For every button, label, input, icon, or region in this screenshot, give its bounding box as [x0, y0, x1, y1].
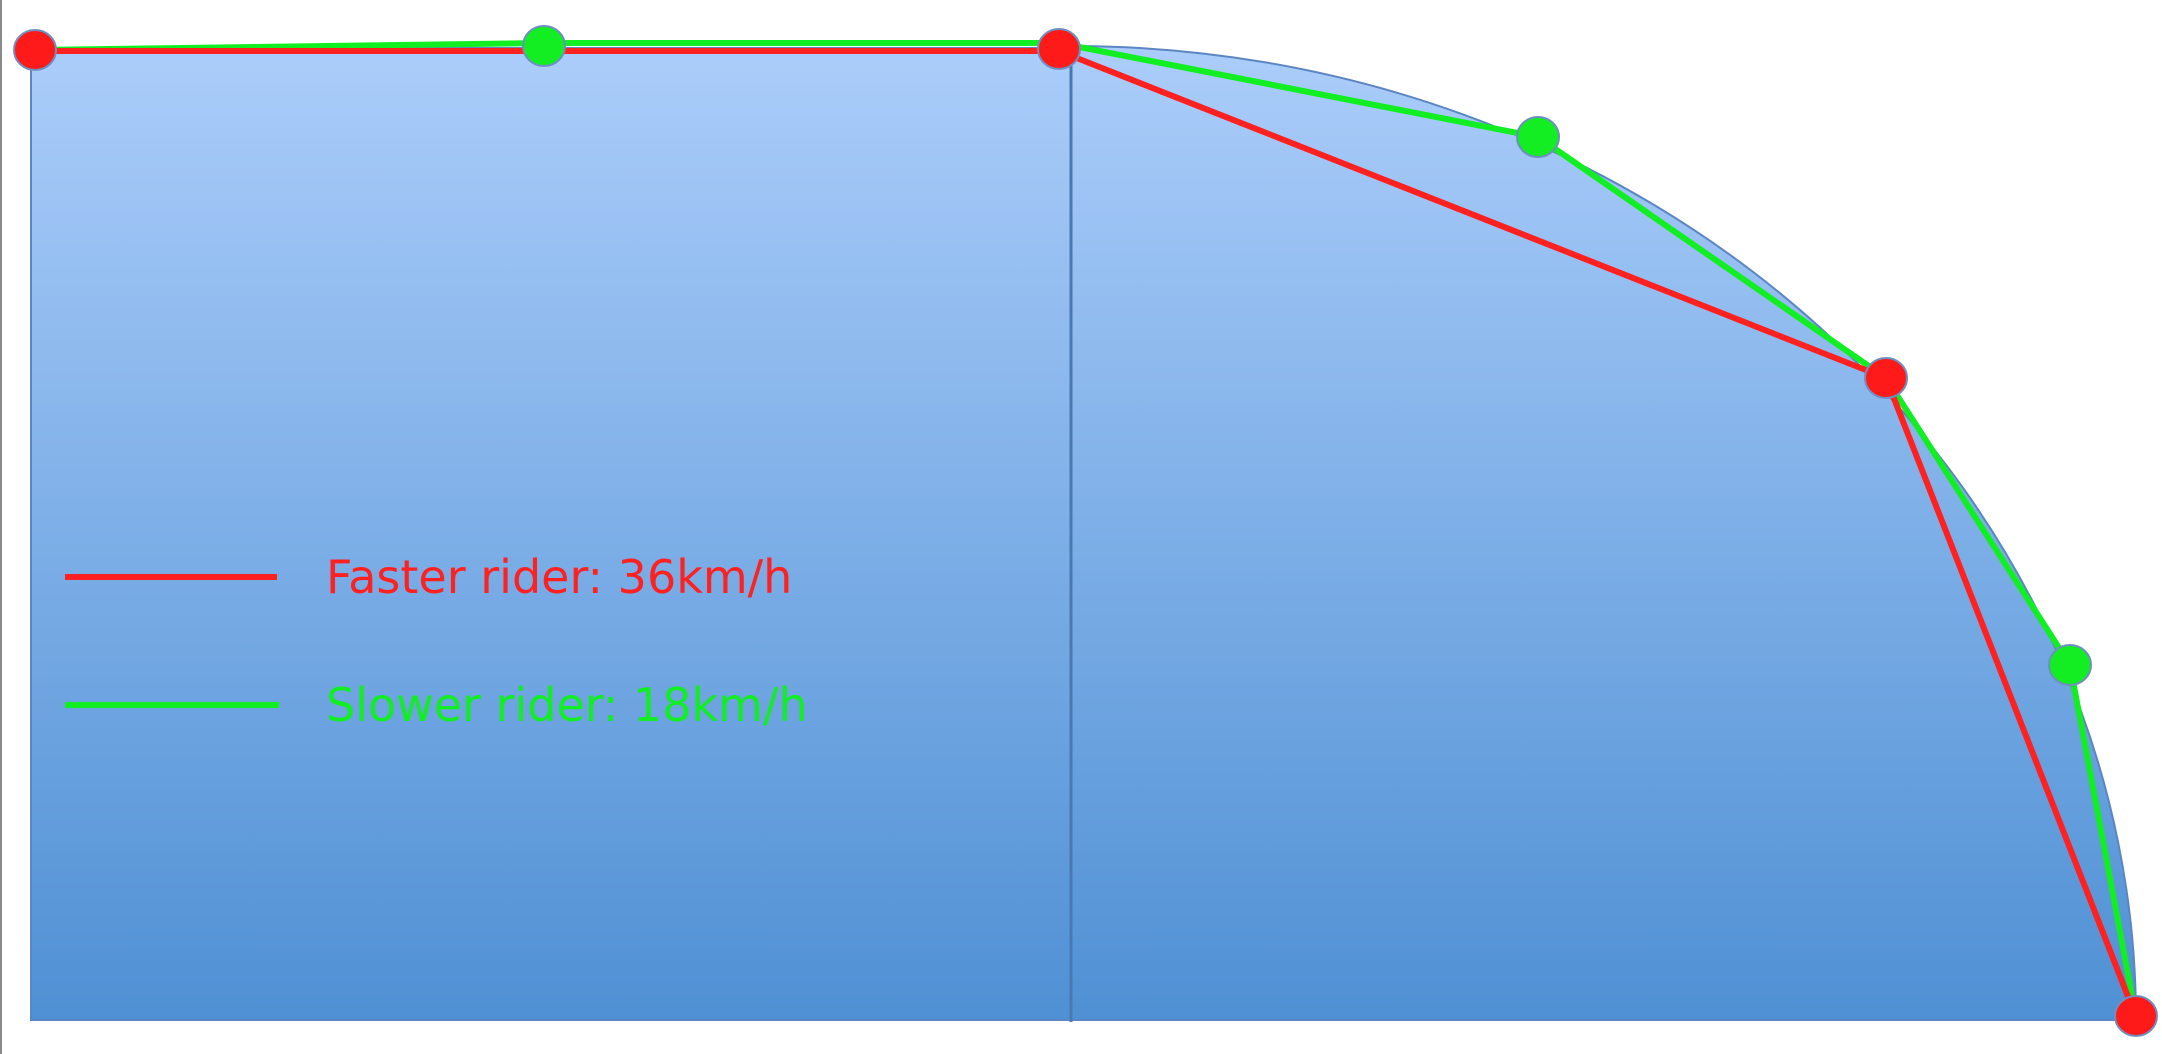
- faster-rider-point: [1864, 357, 1908, 399]
- legend-label-slower: Slower rider: 18km/h: [326, 678, 808, 732]
- slower-rider-points: [522, 25, 2092, 686]
- straight-section: [30, 47, 1072, 1021]
- faster-rider-point: [2114, 995, 2158, 1037]
- curve-section: [1070, 44, 2138, 1021]
- slower-rider-point: [1516, 116, 1560, 158]
- legend: Faster rider: 36km/h Slower rider: 18km/…: [65, 550, 808, 732]
- slower-rider-point: [2048, 644, 2092, 686]
- faster-rider-point: [1037, 28, 1081, 70]
- slower-rider-point: [522, 25, 566, 67]
- faster-rider-point: [13, 29, 57, 71]
- legend-label-faster: Faster rider: 36km/h: [326, 550, 792, 604]
- faster-rider-points: [13, 28, 2158, 1037]
